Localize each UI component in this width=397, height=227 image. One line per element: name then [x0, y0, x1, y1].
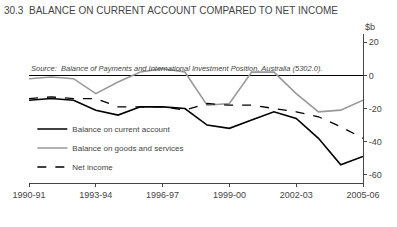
svg-text:-20: -20 [369, 104, 382, 114]
svg-text:0: 0 [369, 71, 374, 81]
svg-text:-40: -40 [369, 137, 382, 147]
svg-text:Net income: Net income [72, 163, 113, 172]
svg-text:-60: -60 [369, 170, 382, 180]
svg-text:Source: Balance of Payments a: Source: Balance of Payments and Internat… [31, 64, 323, 73]
svg-text:30.3 BALANCE ON CURRENT ACCOU: 30.3 BALANCE ON CURRENT ACCOUNT COMPARED… [4, 5, 338, 16]
svg-text:20: 20 [369, 37, 379, 47]
svg-text:Balance on current account: Balance on current account [72, 125, 170, 134]
svg-text:2002-03: 2002-03 [280, 190, 313, 200]
svg-text:1990-91: 1990-91 [12, 190, 45, 200]
svg-text:2005-06: 2005-06 [346, 190, 379, 200]
svg-text:1993-94: 1993-94 [79, 190, 112, 200]
svg-text:1996-97: 1996-97 [146, 190, 179, 200]
svg-text:1999-00: 1999-00 [213, 190, 246, 200]
svg-text:Balance on goods and services: Balance on goods and services [72, 144, 183, 153]
svg-text:$b: $b [365, 22, 375, 32]
